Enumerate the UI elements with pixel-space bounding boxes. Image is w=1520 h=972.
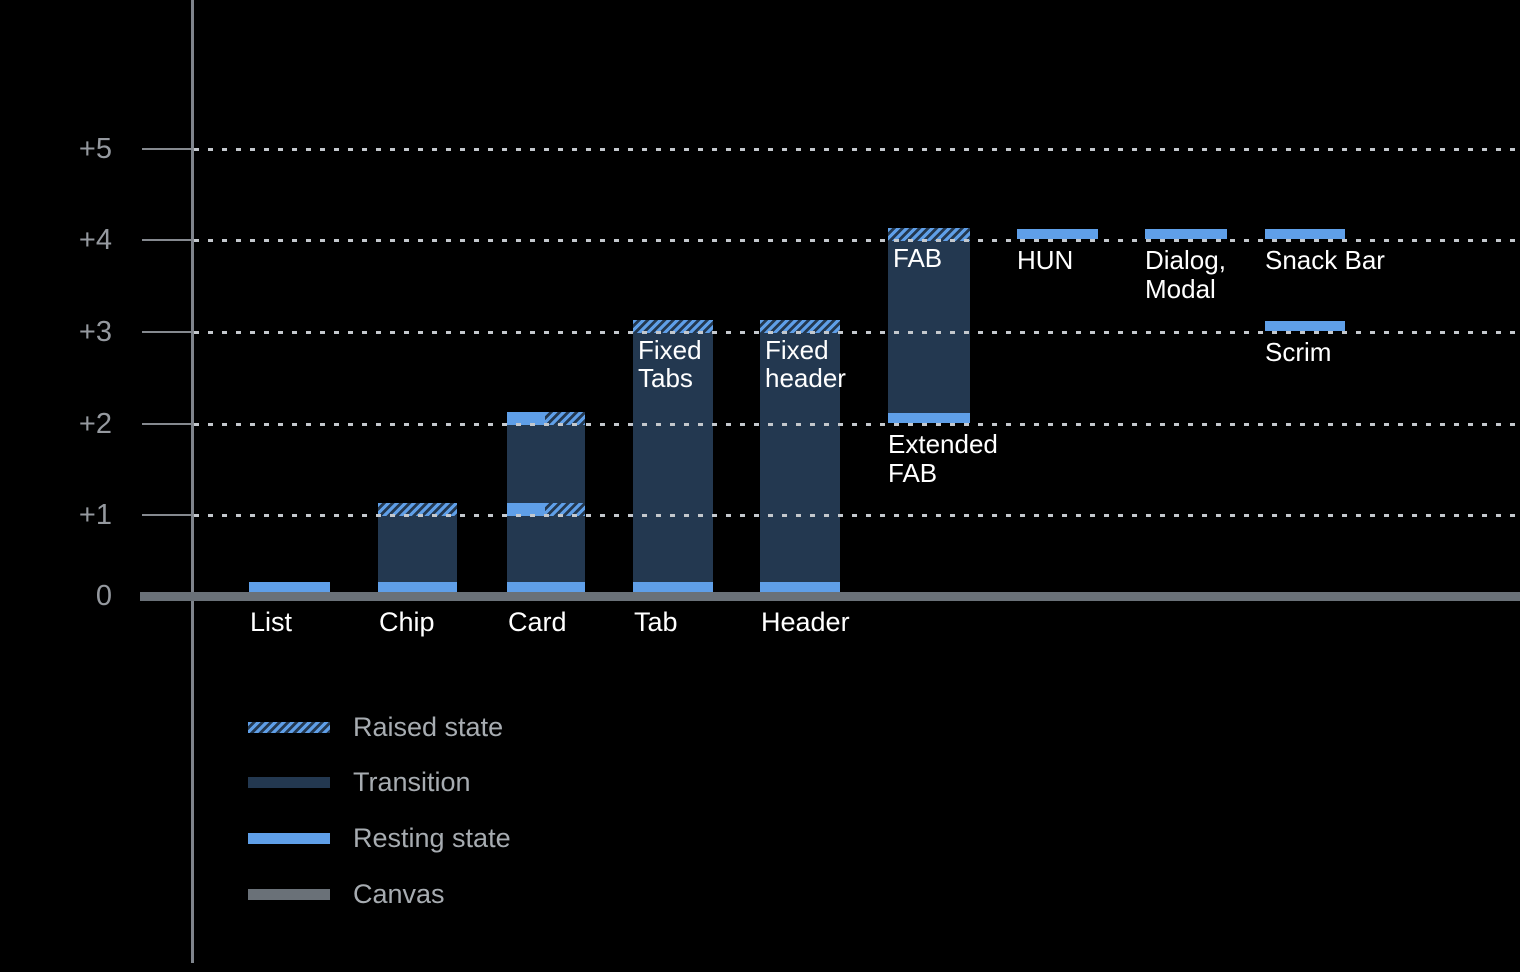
bar-axis-label: Chip xyxy=(379,607,435,637)
gridline-dotted xyxy=(194,239,1520,242)
bar-segment-transition xyxy=(378,516,457,582)
bar-segment-transition xyxy=(633,333,713,582)
bar-axis-label: Card xyxy=(508,607,567,637)
gridline-dotted xyxy=(194,423,1520,426)
bar-segment-resting xyxy=(378,582,457,592)
bar-side-label: Extended FAB xyxy=(888,429,998,488)
y-axis-line xyxy=(191,0,194,963)
canvas-baseline xyxy=(140,592,1520,601)
bar-segment-resting xyxy=(1017,229,1098,239)
bar-segment-transition xyxy=(507,516,585,582)
y-tick-label: +5 xyxy=(78,133,112,165)
legend-label: Raised state xyxy=(353,712,504,742)
legend-label: Transition xyxy=(353,767,471,797)
legend-swatch-canvas xyxy=(248,889,330,900)
bar-segment-raised xyxy=(888,228,970,241)
legend-label: Canvas xyxy=(353,879,445,909)
bar-side-label: Snack Bar xyxy=(1265,245,1385,275)
y-tick-mark xyxy=(142,148,194,150)
bar-segment-transition xyxy=(507,425,585,503)
bar-segment-resting xyxy=(888,413,970,423)
y-tick-label: +1 xyxy=(78,499,112,531)
bar-segment-transition xyxy=(888,241,970,413)
bar-segment-resting xyxy=(507,582,585,592)
legend-swatch-resting xyxy=(248,833,330,844)
bar-inner-label: Fixed Tabs xyxy=(638,335,702,393)
y-tick-label: +2 xyxy=(78,408,112,440)
bar-segment-resting xyxy=(760,582,840,592)
legend-label: Resting state xyxy=(353,823,511,853)
bar-inner-label: FAB xyxy=(893,243,943,273)
y-tick-mark xyxy=(142,331,194,333)
bar-segment-raised xyxy=(378,503,457,516)
gridline-dotted xyxy=(194,331,1520,334)
bar-segment-raised xyxy=(545,412,585,425)
bar-segment-resting xyxy=(249,582,330,592)
bar-axis-label: List xyxy=(250,607,293,637)
bar-segment-resting xyxy=(1145,229,1227,239)
bar-segment-resting xyxy=(1265,321,1345,331)
bar-inner-label: Fixed header xyxy=(765,335,846,393)
bar-segment-transition xyxy=(760,333,840,582)
bar-segment-resting xyxy=(507,412,545,425)
gridline-dotted xyxy=(194,514,1520,517)
y-tick-mark xyxy=(142,239,194,241)
y-tick-label: +3 xyxy=(78,316,112,348)
y-tick-label: 0 xyxy=(95,580,112,612)
bar-side-label: Dialog, Modal xyxy=(1145,245,1226,304)
bar-segment-raised xyxy=(760,320,840,333)
bar-segment-raised xyxy=(545,503,585,516)
bar-side-label: Scrim xyxy=(1265,337,1332,367)
bar-axis-label: Header xyxy=(761,607,850,637)
bar-segment-resting xyxy=(1265,229,1345,239)
gridline-dotted xyxy=(194,148,1520,151)
bar-segment-resting xyxy=(633,582,713,592)
y-tick-label: +4 xyxy=(78,224,112,256)
legend-swatch-transition xyxy=(248,777,330,788)
bar-axis-label: Tab xyxy=(634,607,678,637)
bar-segment-resting xyxy=(507,503,545,516)
legend-swatch-raised xyxy=(248,722,330,733)
y-tick-mark xyxy=(142,423,194,425)
bar-segment-raised xyxy=(633,320,713,333)
y-tick-mark xyxy=(142,514,194,516)
bar-side-label: HUN xyxy=(1017,245,1074,275)
